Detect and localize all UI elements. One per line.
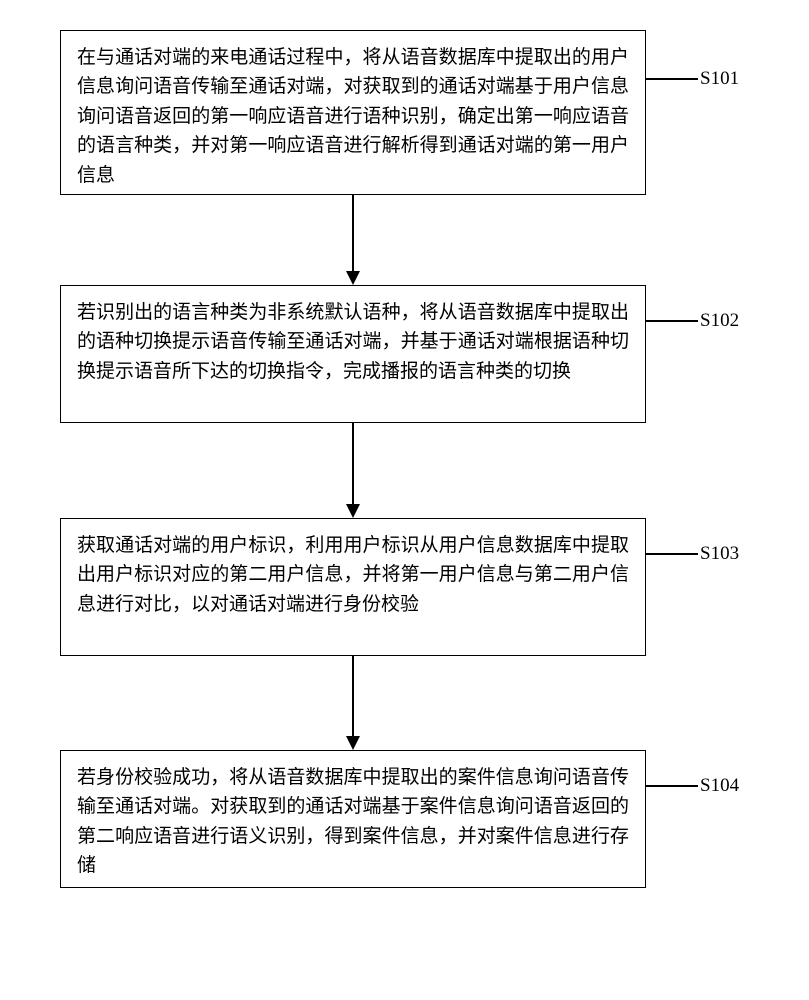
arrow-line-2 [352, 423, 354, 504]
step-box-s104: 若身份校验成功，将从语音数据库中提取出的案件信息询问语音传输至通话对端。对获取到… [60, 750, 646, 888]
step-text: 获取通话对端的用户标识，利用用户标识从用户信息数据库中提取出用户标识对应的第二用… [77, 535, 629, 615]
step-box-s101: 在与通话对端的来电通话过程中，将从语音数据库中提取出的用户信息询问语音传输至通话… [60, 30, 646, 195]
step-label-s104: S104 [700, 775, 739, 797]
label-connector-s104 [646, 785, 698, 787]
label-connector-s101 [646, 78, 698, 80]
step-text: 若身份校验成功，将从语音数据库中提取出的案件信息询问语音传输至通话对端。对获取到… [77, 767, 629, 876]
arrow-head-2 [346, 504, 360, 518]
step-label-s103: S103 [700, 543, 739, 565]
arrow-line-1 [352, 195, 354, 271]
step-box-s103: 获取通话对端的用户标识，利用用户标识从用户信息数据库中提取出用户标识对应的第二用… [60, 518, 646, 656]
step-label-s102: S102 [700, 310, 739, 332]
arrow-line-3 [352, 656, 354, 736]
step-label-s101: S101 [700, 68, 739, 90]
label-connector-s103 [646, 553, 698, 555]
flowchart-container: 在与通话对端的来电通话过程中，将从语音数据库中提取出的用户信息询问语音传输至通话… [0, 0, 809, 1000]
arrow-head-1 [346, 271, 360, 285]
step-text: 若识别出的语言种类为非系统默认语种，将从语音数据库中提取出的语种切换提示语音传输… [77, 302, 629, 382]
arrow-head-3 [346, 736, 360, 750]
step-text: 在与通话对端的来电通话过程中，将从语音数据库中提取出的用户信息询问语音传输至通话… [77, 47, 629, 186]
label-connector-s102 [646, 320, 698, 322]
step-box-s102: 若识别出的语言种类为非系统默认语种，将从语音数据库中提取出的语种切换提示语音传输… [60, 285, 646, 423]
